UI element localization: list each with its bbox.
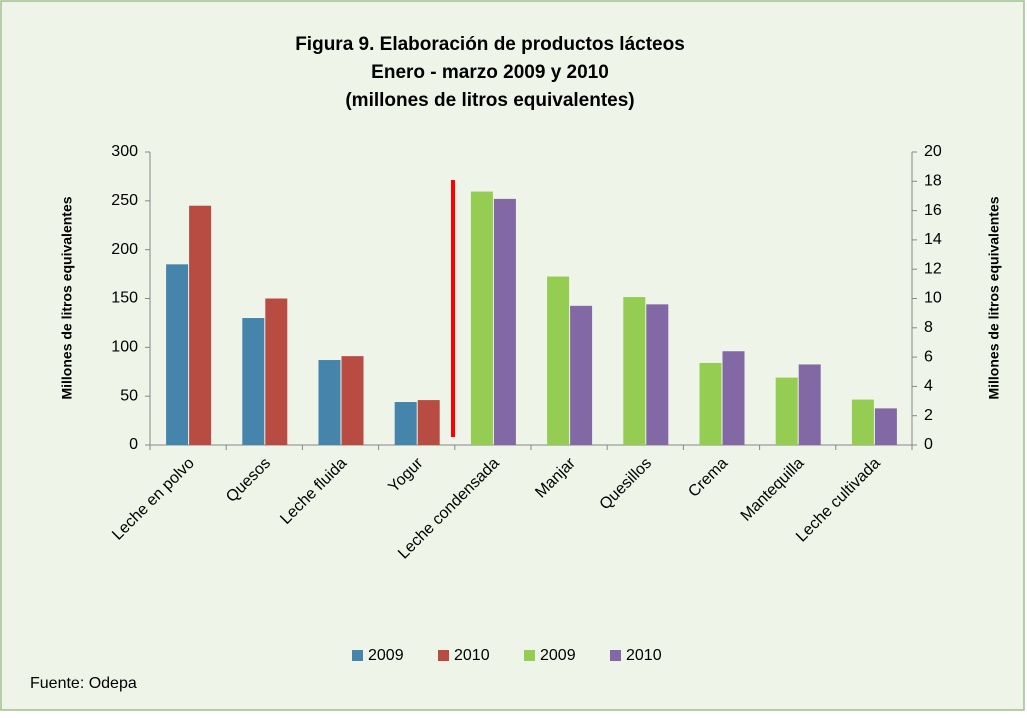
y2-tick-label: 16 xyxy=(924,202,942,219)
legend-swatch xyxy=(610,650,621,661)
bar xyxy=(265,298,288,445)
source-note: Fuente: Odepa xyxy=(30,675,137,692)
y-tick-label: 250 xyxy=(111,192,138,209)
y2-tick-label: 4 xyxy=(924,378,933,395)
bar xyxy=(722,351,745,445)
y2-tick-label: 10 xyxy=(924,290,942,307)
bar xyxy=(699,362,722,445)
bar xyxy=(775,377,798,445)
bar xyxy=(547,276,570,445)
bar xyxy=(242,318,265,445)
bar xyxy=(874,408,897,445)
bar xyxy=(341,356,364,445)
chart-title: Figura 9. Elaboración de productos lácte… xyxy=(295,34,685,55)
y-tick-label: 100 xyxy=(111,339,138,356)
chart-unit-note: (millones de litros equivalentes) xyxy=(345,90,634,111)
bar xyxy=(798,364,821,445)
chart-subtitle: Enero - marzo 2009 y 2010 xyxy=(371,62,609,83)
y2-tick-label: 12 xyxy=(924,260,942,277)
y-tick-label: 50 xyxy=(120,387,138,404)
y2-axis-label: Millones de litros equivalentes xyxy=(986,196,1002,399)
y-tick-label: 150 xyxy=(111,290,138,307)
bar xyxy=(166,264,189,445)
bar xyxy=(493,198,516,445)
y2-tick-label: 2 xyxy=(924,407,933,424)
legend-label: 2010 xyxy=(454,647,490,664)
bar xyxy=(570,305,593,445)
bar xyxy=(646,304,669,445)
y-tick-label: 200 xyxy=(111,241,138,258)
y-axis-label: Millones de litros equivalentes xyxy=(59,196,75,399)
legend-swatch xyxy=(438,650,449,661)
bar xyxy=(417,400,440,445)
bar xyxy=(470,191,493,445)
y-tick-label: 300 xyxy=(111,143,138,160)
y2-tick-label: 0 xyxy=(924,436,933,453)
y2-tick-label: 18 xyxy=(924,173,942,190)
y2-tick-label: 8 xyxy=(924,319,933,336)
bar xyxy=(623,297,646,445)
bar xyxy=(851,399,874,445)
y2-tick-label: 20 xyxy=(924,143,942,160)
legend-label: 2010 xyxy=(626,647,662,664)
bar xyxy=(189,205,212,445)
bar xyxy=(394,402,417,445)
bar xyxy=(318,360,341,445)
legend-swatch xyxy=(524,650,535,661)
y2-tick-label: 6 xyxy=(924,348,933,365)
y2-tick-label: 14 xyxy=(924,231,942,248)
legend-label: 2009 xyxy=(540,647,576,664)
legend-swatch xyxy=(352,650,363,661)
legend-label: 2009 xyxy=(368,647,404,664)
y-tick-label: 0 xyxy=(129,436,138,453)
